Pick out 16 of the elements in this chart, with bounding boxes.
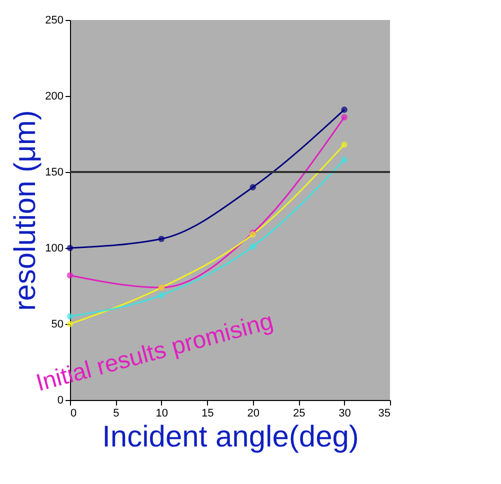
x-tick-label: 20 (247, 408, 260, 420)
x-tick-label: 5 (113, 408, 120, 420)
y-axis-title: resolution (μm) (9, 110, 42, 311)
x-tick-label: 30 (338, 408, 351, 420)
x-axis-title: Incident angle(deg) (102, 420, 359, 454)
y-tick-label: 0 (57, 394, 64, 406)
y-tick-label: 250 (45, 14, 64, 26)
x-tick-label: 0 (70, 408, 77, 420)
y-tick-label: 50 (51, 318, 64, 330)
y-tick-label: 200 (45, 90, 64, 102)
x-tick-label: 35 (378, 408, 390, 420)
x-tick-label: 15 (202, 408, 214, 420)
y-tick-label: 100 (45, 242, 64, 254)
y-tick-label: 150 (45, 166, 64, 178)
x-tick-label: 25 (292, 408, 306, 420)
x-tick-label: 10 (156, 408, 168, 420)
